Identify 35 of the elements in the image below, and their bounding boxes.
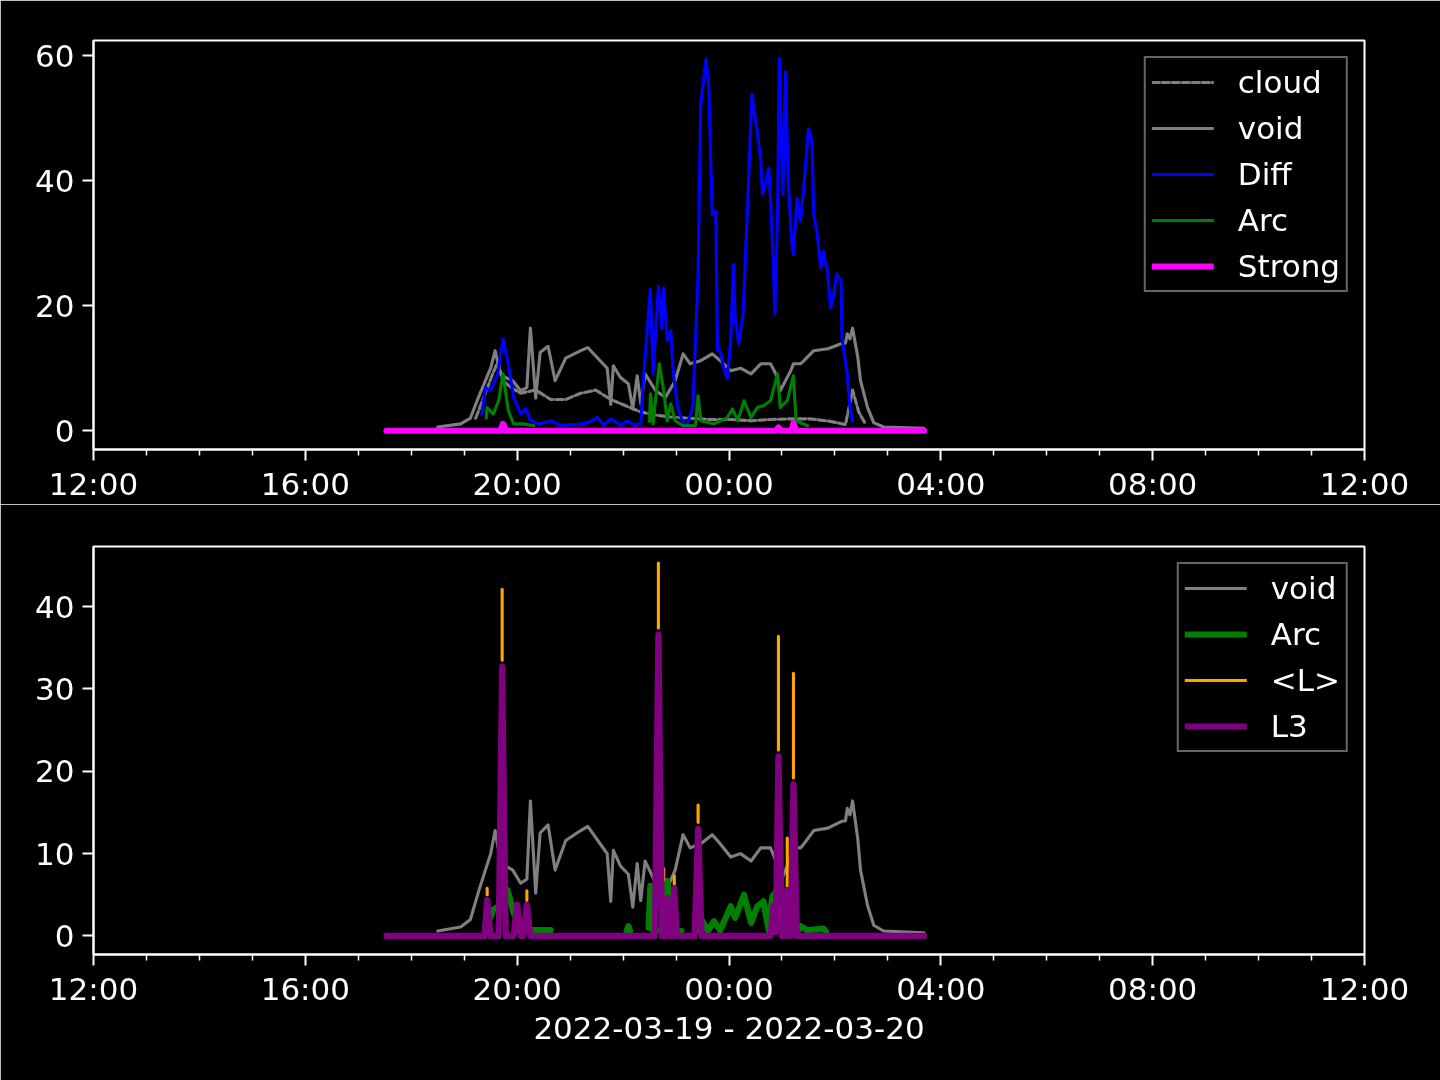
legend-label: cloud [1237,64,1322,100]
y-tick-label: 20 [35,287,75,324]
x-tick-label: 00:00 [684,465,774,502]
line-series [480,57,855,427]
y-tick-label: 10 [35,835,75,872]
y-tick-label: 0 [54,412,75,449]
y-tick-label: 20 [35,753,75,790]
y-tick-label: 60 [35,37,75,74]
x-tick-label: 08:00 [1108,465,1198,502]
legend-label: <L> [1270,662,1340,698]
x-tick-label: 08:00 [1108,970,1198,1007]
y-tick-label: 0 [54,917,75,954]
y-tick-label: 40 [35,162,75,199]
x-axis-title: 2022-03-19 - 2022-03-20 [533,1009,925,1046]
x-tick-label: 04:00 [896,970,986,1007]
legend-label: Arc [1270,616,1322,652]
legend-label: L3 [1270,708,1308,744]
y-tick-label: 30 [35,670,75,707]
line-series [436,326,926,430]
x-tick-label: 16:00 [260,970,351,1007]
x-tick-label: 20:00 [472,970,562,1007]
x-tick-label: 16:00 [260,465,351,502]
x-tick-label: 00:00 [684,970,774,1007]
legend-label: Diff [1237,156,1292,192]
y-tick-label: 40 [35,588,75,625]
x-tick-label: 12:00 [1319,970,1410,1007]
legend-label: void [1237,110,1304,146]
legend-label: Arc [1237,202,1289,238]
x-tick-label: 12:00 [48,465,139,502]
x-tick-label: 20:00 [472,465,562,502]
x-tick-label: 12:00 [48,970,139,1007]
x-tick-label: 12:00 [1319,465,1410,502]
legend-label: Strong [1237,248,1340,284]
x-tick-label: 04:00 [896,465,986,502]
legend-label: void [1270,570,1337,606]
